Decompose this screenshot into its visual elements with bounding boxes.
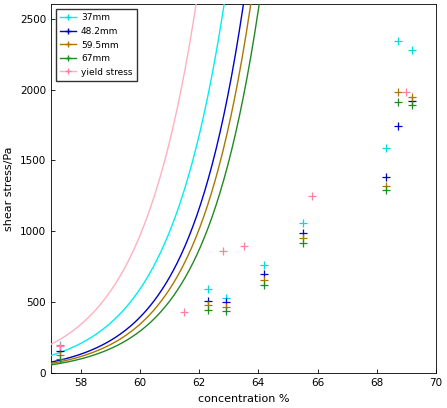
Point [261, 262, 268, 268]
Point [382, 183, 389, 189]
Point [394, 123, 401, 130]
Point [382, 187, 389, 193]
Point [261, 276, 268, 283]
Point [56, 341, 63, 348]
Point [394, 99, 401, 106]
Point [222, 295, 229, 301]
Point [409, 47, 416, 53]
Point [382, 144, 389, 151]
Point [394, 89, 401, 95]
Point [56, 343, 63, 350]
Point [299, 220, 306, 226]
Point [394, 38, 401, 44]
Point [240, 242, 247, 249]
X-axis label: concentration %: concentration % [198, 394, 289, 404]
Point [308, 193, 315, 199]
Y-axis label: shear stress/Pa: shear stress/Pa [4, 146, 14, 231]
Point [409, 98, 416, 104]
Point [219, 248, 226, 255]
Point [204, 297, 211, 304]
Point [299, 240, 306, 247]
Point [56, 351, 63, 358]
Point [204, 307, 211, 313]
Point [204, 302, 211, 308]
Legend: 37mm, 48.2mm, 59.5mm, 67mm, yield stress: 37mm, 48.2mm, 59.5mm, 67mm, yield stress [55, 9, 137, 81]
Point [222, 299, 229, 306]
Point [409, 93, 416, 100]
Point [403, 89, 410, 95]
Point [409, 102, 416, 109]
Point [261, 271, 268, 277]
Point [56, 348, 63, 355]
Point [382, 174, 389, 181]
Point [181, 309, 188, 315]
Point [222, 308, 229, 315]
Point [299, 229, 306, 236]
Point [299, 235, 306, 241]
Point [204, 286, 211, 293]
Point [56, 356, 63, 362]
Point [261, 281, 268, 288]
Point [222, 304, 229, 310]
